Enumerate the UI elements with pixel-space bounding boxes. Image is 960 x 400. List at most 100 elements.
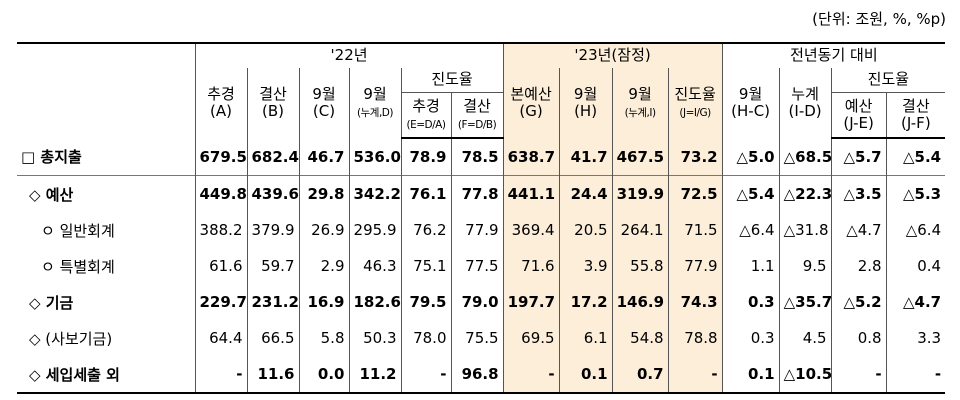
- table-cell: △4.7: [831, 212, 887, 248]
- table-cell: 69.5: [503, 320, 560, 356]
- table-cell: 182.6: [349, 284, 402, 320]
- table-cell: △6.4: [722, 212, 780, 248]
- table-cell: 79.0: [451, 284, 504, 320]
- header-group-2023: '23년(잠정): [503, 43, 723, 68]
- table-cell: 2.9: [299, 248, 350, 284]
- header-22-d: 9월 (누계,D): [349, 68, 402, 138]
- unit-note: (단위: 조원, %, %p): [812, 10, 946, 28]
- table-cell: 4.5: [779, 320, 832, 356]
- table-cell: 388.2: [195, 212, 248, 248]
- table-row: ◇ (사보기금) 64.4 66.5 5.8 50.3 78.0 75.5 69.5 6.1 54…: [17, 320, 945, 356]
- table-cell: 55.8: [612, 248, 669, 284]
- table-cell: 0.3: [722, 320, 780, 356]
- table-cell: 79.5: [401, 284, 452, 320]
- table-cell: 536.0: [349, 138, 402, 176]
- table-cell: △31.8: [779, 212, 832, 248]
- table-cell: 66.5: [247, 320, 300, 356]
- table-cell: 0.0: [299, 356, 350, 394]
- table-cell: 0.3: [722, 284, 780, 320]
- table-cell: △5.3: [886, 175, 946, 212]
- table-cell: 50.3: [349, 320, 402, 356]
- header-23-h: 9월 (H): [559, 68, 613, 138]
- table-cell: △5.4: [722, 175, 780, 212]
- table-cell: 0.4: [917, 257, 942, 275]
- row-label: ㅇ 일반회계: [17, 212, 196, 248]
- row-label: □ 총지출: [17, 138, 196, 176]
- header-23-i: 9월 (누계,I): [612, 68, 669, 138]
- table-cell: 1.1: [722, 248, 780, 284]
- table-cell: 6.1: [559, 320, 613, 356]
- header-group-yoy: 전년동기 대비: [790, 46, 878, 65]
- table-cell: 3.3: [917, 329, 942, 347]
- table-cell: 77.9: [451, 212, 504, 248]
- table-cell: 76.2: [401, 212, 452, 248]
- table-cell: 77.5: [451, 248, 504, 284]
- table-cell: 78.8: [668, 320, 723, 356]
- table-cell: 449.8: [195, 175, 248, 212]
- row-label: ◇ (사보기금): [17, 320, 196, 356]
- table-cell: 75.1: [401, 248, 452, 284]
- table-cell: △35.7: [779, 284, 832, 320]
- row-label: ㅇ 특별회계: [17, 248, 196, 284]
- table-row: ◇ 기금 229.7 231.2 16.9 182.6 79.5 79.0 197.7 17.2…: [17, 284, 945, 320]
- table-cell: △5.7: [831, 138, 887, 176]
- header-yoy-2: 누계 (I-D): [779, 68, 832, 138]
- table-cell: △68.5: [779, 138, 832, 176]
- table-cell: 54.8: [612, 320, 669, 356]
- header-group-2022: '22년: [195, 43, 504, 68]
- table-cell: △5.2: [831, 284, 887, 320]
- table-cell: 72.5: [668, 175, 723, 212]
- table-cell: 369.4: [503, 212, 560, 248]
- budget-execution-table: '22년 '23년(잠정) 전년동기 대비 추경 (A) 결산 (B) 9월 (C) …: [17, 42, 946, 394]
- table-cell: △3.5: [831, 175, 887, 212]
- header-yoy-progress: 진도율: [831, 68, 946, 93]
- table-cell: 638.7: [503, 138, 560, 176]
- table-cell: △10.5: [779, 356, 832, 394]
- table-cell: 46.7: [299, 138, 350, 176]
- table-cell: △5.0: [722, 138, 780, 176]
- table-cell: 11.6: [247, 356, 300, 394]
- table-cell: 0.8: [831, 320, 887, 356]
- table-cell: 29.8: [299, 175, 350, 212]
- table-cell: 78.0: [401, 320, 452, 356]
- row-label: ◇ 기금: [17, 284, 196, 320]
- table-cell: -: [401, 356, 452, 394]
- table-cell: 197.7: [503, 284, 560, 320]
- table-cell: 75.5: [451, 320, 504, 356]
- table-cell: 16.9: [299, 284, 350, 320]
- header-yoy-4: 결산 (J-F): [886, 92, 946, 139]
- table-cell: 0.1: [559, 356, 613, 394]
- table-cell: 61.6: [195, 248, 248, 284]
- row-label: ◇ 세입세출 외: [17, 356, 196, 394]
- table-cell: 0.1: [722, 356, 780, 394]
- table-cell: 441.1: [503, 175, 560, 212]
- table-cell: 74.3: [668, 284, 723, 320]
- table-cell: -: [195, 356, 248, 394]
- table-cell: 682.4: [247, 138, 300, 176]
- table-cell: △22.3: [779, 175, 832, 212]
- table-cell: △6.4: [905, 221, 942, 239]
- table-cell: 24.4: [559, 175, 613, 212]
- table-cell: 229.7: [195, 284, 248, 320]
- table-row: ◇ 세입세출 외 -11.6 0.0 11.2-96.8-0.1 0.7-0.1 △10.…: [17, 356, 946, 394]
- table-cell: 264.1: [612, 212, 669, 248]
- table-cell: 231.2: [247, 284, 300, 320]
- table-cell: 146.9: [612, 284, 669, 320]
- table-cell: 71.5: [668, 212, 723, 248]
- table-cell: 78.9: [401, 138, 452, 176]
- table-cell: 96.8: [451, 356, 504, 394]
- table-cell: 17.2: [559, 284, 613, 320]
- row-label: ◇ 예산: [17, 175, 196, 212]
- table-body: □ 총지출 679.5 682.4 46.7 536.0 78.9 78.5 638.7 41.…: [17, 138, 946, 394]
- table-cell: 20.5: [559, 212, 613, 248]
- table-cell: -: [668, 356, 723, 394]
- table-cell: -: [831, 356, 887, 394]
- table-cell: -: [886, 356, 946, 394]
- table-cell: 295.9: [349, 212, 402, 248]
- table-cell: 679.5: [195, 138, 248, 176]
- table-cell: 11.2: [349, 356, 402, 394]
- table-cell: △4.7: [903, 293, 942, 311]
- table-cell: 26.9: [299, 212, 350, 248]
- table-cell: 379.9: [247, 212, 300, 248]
- header-yoy-1: 9월 (H-C): [722, 68, 780, 138]
